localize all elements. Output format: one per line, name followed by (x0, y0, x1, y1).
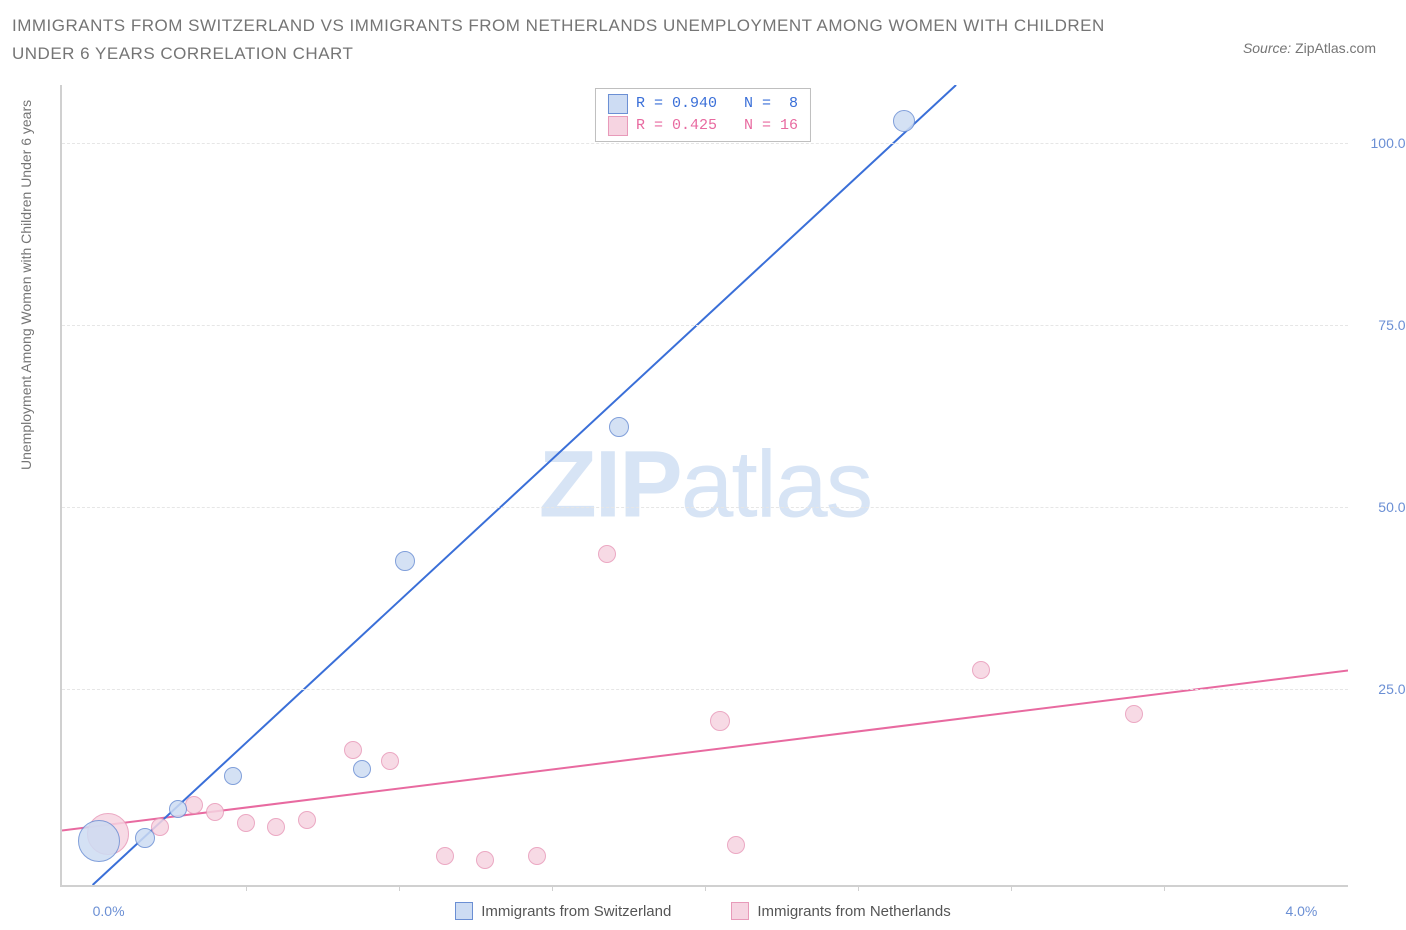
correlation-swatch (608, 94, 628, 114)
legend-swatch-series1 (455, 902, 473, 920)
x-minor-tick (399, 885, 400, 891)
scatter-point-series1 (609, 417, 629, 437)
source-value: ZipAtlas.com (1295, 40, 1376, 56)
scatter-point-series1 (893, 110, 915, 132)
legend-label-series2: Immigrants from Netherlands (757, 903, 950, 920)
correlation-values: R = 0.425 N = 16 (636, 115, 798, 137)
source-attribution: Source: ZipAtlas.com (1243, 40, 1376, 56)
scatter-point-series2 (436, 847, 454, 865)
chart-title: IMMIGRANTS FROM SWITZERLAND VS IMMIGRANT… (12, 12, 1112, 68)
scatter-point-series2 (381, 752, 399, 770)
correlation-row: R = 0.940 N = 8 (608, 93, 798, 115)
plot-area: ZIPatlas 25.0%50.0%75.0%100.0%0.0%4.0% (60, 85, 1348, 887)
y-axis-label: Unemployment Among Women with Children U… (18, 100, 34, 470)
y-tick-label: 100.0% (1358, 135, 1406, 151)
scatter-point-series2 (710, 711, 730, 731)
correlation-values: R = 0.940 N = 8 (636, 93, 798, 115)
scatter-point-series1 (169, 800, 187, 818)
y-tick-label: 50.0% (1358, 499, 1406, 515)
scatter-point-series1 (135, 828, 155, 848)
scatter-point-series2 (237, 814, 255, 832)
gridline (62, 689, 1348, 690)
bottom-legend: Immigrants from Switzerland Immigrants f… (0, 902, 1406, 920)
scatter-point-series2 (972, 661, 990, 679)
x-minor-tick (705, 885, 706, 891)
scatter-point-series2 (206, 803, 224, 821)
scatter-point-series1 (224, 767, 242, 785)
source-label: Source: (1243, 40, 1291, 56)
x-minor-tick (1011, 885, 1012, 891)
correlation-swatch (608, 116, 628, 136)
scatter-point-series2 (727, 836, 745, 854)
legend-swatch-series2 (731, 902, 749, 920)
trend-line (62, 670, 1348, 830)
scatter-point-series2 (344, 741, 362, 759)
watermark-light: atlas (681, 432, 872, 538)
x-minor-tick (1164, 885, 1165, 891)
y-tick-label: 75.0% (1358, 317, 1406, 333)
scatter-point-series2 (1125, 705, 1143, 723)
gridline (62, 325, 1348, 326)
x-minor-tick (246, 885, 247, 891)
scatter-point-series2 (598, 545, 616, 563)
scatter-point-series2 (298, 811, 316, 829)
legend-item-series2: Immigrants from Netherlands (731, 902, 950, 920)
gridline (62, 507, 1348, 508)
watermark: ZIPatlas (539, 431, 871, 540)
watermark-bold: ZIP (539, 432, 681, 538)
scatter-point-series2 (528, 847, 546, 865)
scatter-point-series1 (353, 760, 371, 778)
y-tick-label: 25.0% (1358, 681, 1406, 697)
scatter-point-series2 (185, 796, 203, 814)
scatter-point-series1 (78, 820, 120, 862)
trend-lines-layer (62, 85, 1348, 885)
correlation-legend-box: R = 0.940 N = 8R = 0.425 N = 16 (595, 88, 811, 142)
legend-item-series1: Immigrants from Switzerland (455, 902, 671, 920)
gridline (62, 143, 1348, 144)
legend-label-series1: Immigrants from Switzerland (481, 903, 671, 920)
correlation-row: R = 0.425 N = 16 (608, 115, 798, 137)
scatter-point-series2 (476, 851, 494, 869)
scatter-point-series1 (395, 551, 415, 571)
scatter-point-series2 (267, 818, 285, 836)
x-minor-tick (858, 885, 859, 891)
trend-line (93, 85, 956, 885)
x-minor-tick (552, 885, 553, 891)
